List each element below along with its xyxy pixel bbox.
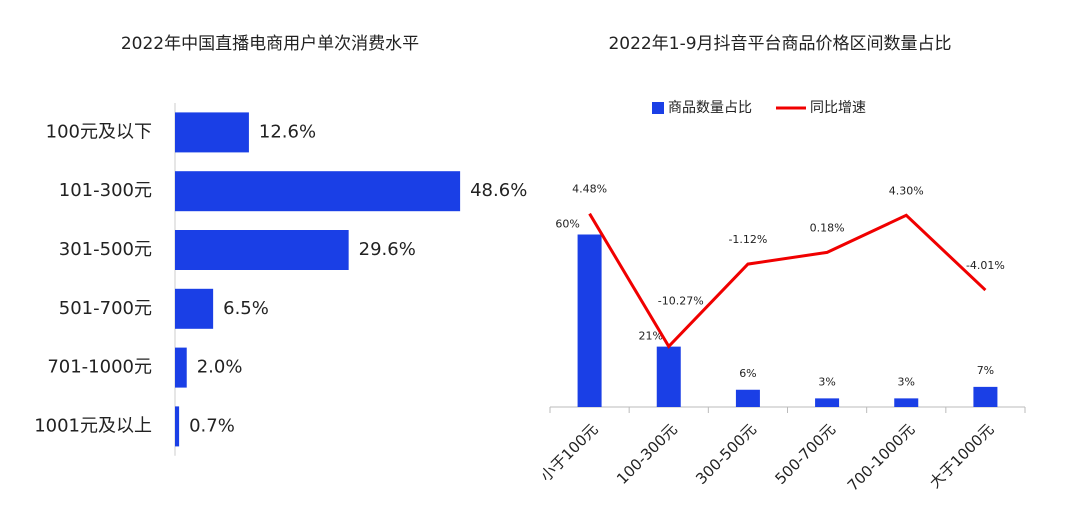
data-label: 3% [898,375,915,388]
x-tick-label: 大于1000元 [926,420,998,492]
y-tick-label: 100元及以下 [46,121,152,142]
data-label: 4.48% [572,183,607,196]
y-tick-label: 501-700元 [59,298,152,319]
x-tick-label: 500-700元 [771,420,839,488]
data-label: 6.5% [223,298,269,319]
data-label: 60% [555,218,579,231]
data-label: 4.30% [889,184,924,197]
bar [175,406,180,447]
x-tick-label: 700-1000元 [844,420,918,494]
y-tick-label: 1001元及以上 [34,415,152,436]
data-label: 12.6% [259,121,316,142]
y-tick-label: 301-500元 [59,239,152,260]
bar [656,346,681,407]
legend-swatch [652,102,664,114]
chart-title: 2022年1-9月抖音平台商品价格区间数量占比 [608,34,951,54]
x-tick-label: 小于100元 [537,420,602,485]
data-label: 29.6% [359,239,416,260]
x-tick-label: 300-500元 [692,420,760,488]
bar [175,288,214,329]
data-label: 3% [818,375,835,388]
data-label: 48.6% [470,180,527,201]
data-label: 2.0% [197,357,243,378]
y-tick-label: 701-1000元 [47,357,152,378]
bar [175,347,187,388]
data-label: -1.12% [728,233,767,246]
legend-label: 同比增速 [810,100,866,116]
bar [175,230,349,270]
bar [815,398,840,407]
data-label: 21% [639,330,663,343]
bar [175,171,461,212]
bar [175,112,249,153]
data-label: -10.27% [658,294,704,307]
data-label: -4.01% [966,259,1005,272]
data-label: 6% [739,367,756,380]
bar [973,386,998,407]
data-label: 7% [977,364,994,377]
line [588,212,987,349]
legend-label: 商品数量占比 [668,100,752,116]
chart-title: 2022年中国直播电商用户单次消费水平 [121,34,419,54]
data-label: 0.7% [189,415,235,436]
data-label: 0.18% [810,221,845,234]
bar [577,234,602,407]
bar [735,389,760,407]
x-tick-label: 100-300元 [613,420,681,488]
bar [894,398,919,407]
y-tick-label: 101-300元 [59,180,152,201]
